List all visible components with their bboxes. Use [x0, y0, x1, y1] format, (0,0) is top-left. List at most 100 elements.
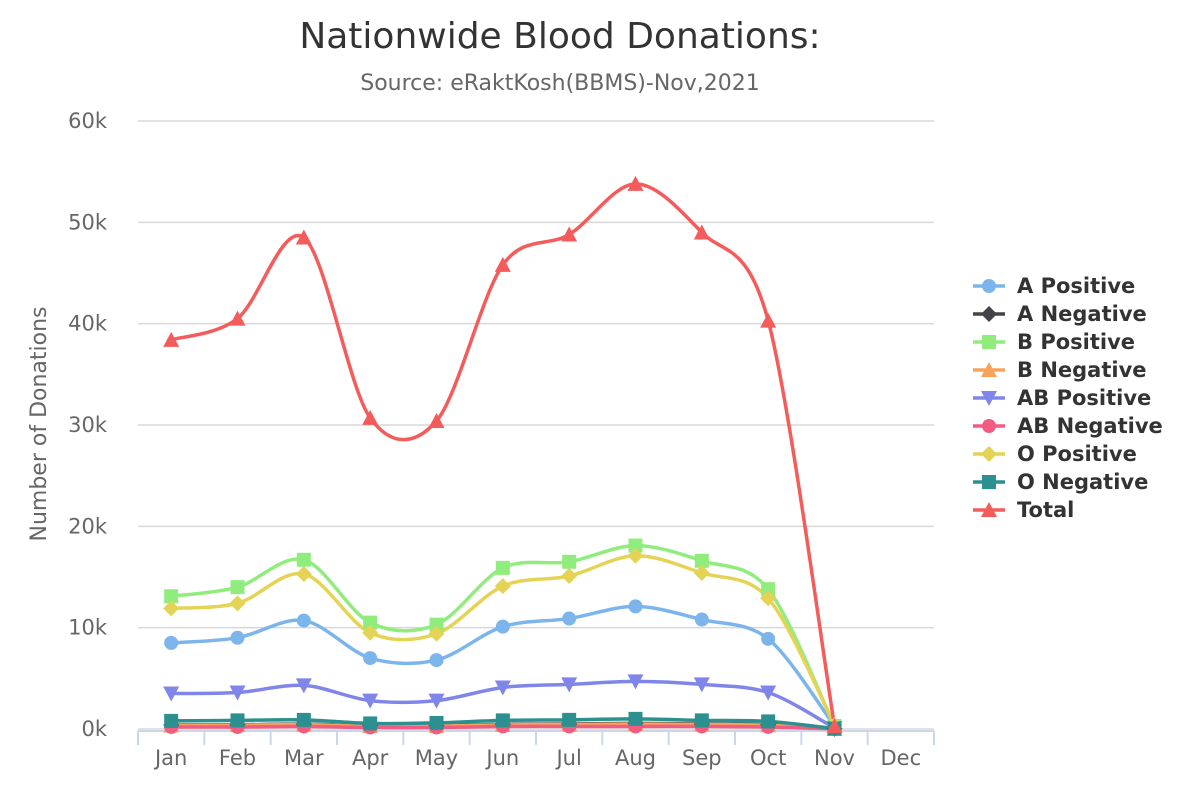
data-point-total	[163, 331, 180, 347]
x-tick-label: Apr	[352, 746, 389, 770]
series-markers-ab-positive	[163, 674, 843, 736]
data-point-o-positive	[760, 590, 777, 607]
series-markers-o-positive	[163, 547, 843, 733]
data-point-a-positive	[495, 619, 510, 634]
data-point-o-negative	[164, 713, 179, 728]
data-point-a-positive	[296, 613, 311, 628]
x-tick-label: May	[415, 746, 458, 770]
x-tick-label: Aug	[615, 746, 656, 770]
data-point-ab-positive	[229, 685, 246, 701]
legend-item-b-negative[interactable]: B Negative	[973, 358, 1147, 382]
data-point-b-positive	[495, 560, 510, 575]
data-point-o-positive	[428, 625, 445, 642]
legend-marker-b-positive	[982, 335, 996, 349]
legend-item-a-negative[interactable]: A Negative	[973, 302, 1147, 326]
data-point-b-positive	[363, 615, 378, 630]
legend-label: AB Negative	[1017, 414, 1163, 438]
series-markers-a-positive	[164, 599, 842, 733]
legend-label: B Positive	[1017, 330, 1135, 354]
legend-item-o-negative[interactable]: O Negative	[973, 470, 1148, 494]
series-markers	[163, 175, 843, 737]
data-point-o-positive	[693, 564, 710, 581]
data-point-ab-positive	[362, 693, 379, 709]
y-tick-label: 10k	[68, 616, 108, 640]
data-point-a-positive	[429, 653, 444, 668]
x-tick-label: Jun	[484, 746, 519, 770]
data-point-o-positive	[362, 624, 379, 641]
y-tick-label: 30k	[68, 413, 108, 437]
data-point-total	[494, 256, 511, 272]
data-point-o-positive	[627, 547, 644, 564]
legend-marker-o-positive	[981, 446, 997, 462]
data-point-a-positive	[363, 651, 378, 666]
legend-label: O Positive	[1017, 442, 1137, 466]
legend-marker-b-negative	[981, 362, 997, 377]
data-point-b-positive	[562, 554, 577, 569]
data-point-b-positive	[628, 538, 643, 553]
data-point-b-positive	[230, 580, 245, 595]
data-point-o-negative	[296, 712, 311, 727]
data-point-o-positive	[295, 565, 312, 582]
y-tick-label: 60k	[68, 109, 108, 133]
x-tick-label: Jan	[153, 746, 187, 770]
data-point-b-positive	[296, 552, 311, 567]
legend-label: Total	[1017, 498, 1074, 522]
x-tick-label: Feb	[219, 746, 256, 770]
data-point-ab-positive	[295, 678, 312, 694]
data-point-total	[295, 229, 312, 245]
data-point-total	[428, 412, 445, 428]
legend-item-b-positive[interactable]: B Positive	[973, 330, 1135, 354]
data-point-total	[693, 224, 710, 240]
y-tick-label: 50k	[68, 210, 108, 234]
data-point-b-positive	[164, 589, 179, 604]
data-point-total	[627, 175, 644, 191]
grid	[138, 120, 934, 730]
x-axis: Jan Feb Mar Apr May Jun Jul Aug Sep Oct Nov Dec	[137, 730, 935, 770]
data-point-o-negative	[694, 713, 709, 728]
legend-label: AB Positive	[1017, 386, 1151, 410]
data-point-o-negative	[429, 715, 444, 730]
chart-title: Nationwide Blood Donations:	[299, 16, 820, 57]
data-point-total	[760, 312, 777, 328]
series-markers-total	[163, 175, 843, 733]
legend-label: A Negative	[1017, 302, 1147, 326]
data-point-o-negative	[761, 714, 776, 729]
data-point-a-positive	[230, 630, 245, 645]
data-point-a-positive	[761, 631, 776, 646]
y-tick-label: 40k	[68, 312, 108, 336]
y-tick-label: 0k	[81, 717, 107, 741]
data-point-b-positive	[429, 617, 444, 632]
data-point-b-positive	[694, 553, 709, 568]
data-point-b-positive	[761, 582, 776, 597]
data-point-ab-positive	[494, 680, 511, 696]
data-point-a-positive	[562, 611, 577, 626]
x-tick-label: Jul	[554, 746, 581, 770]
data-point-ab-positive	[693, 677, 710, 693]
legend-item-total[interactable]: Total	[973, 498, 1074, 522]
data-point-o-negative	[562, 712, 577, 727]
legend-marker-o-negative	[982, 475, 996, 489]
data-point-ab-positive	[561, 677, 578, 693]
y-axis-title: Number of Donations	[27, 307, 52, 542]
legend-marker-ab-positive	[981, 391, 997, 406]
data-point-ab-positive	[627, 674, 644, 690]
data-point-total	[229, 310, 246, 326]
y-axis: 0k 10k 20k 30k 40k 50k 60k	[68, 109, 108, 741]
y-tick-label: 20k	[68, 514, 108, 538]
data-point-a-positive	[694, 612, 709, 627]
x-tick-label: Mar	[284, 746, 324, 770]
legend-item-o-positive[interactable]: O Positive	[973, 442, 1137, 466]
data-point-o-positive	[494, 578, 511, 595]
x-tick-label: Sep	[682, 746, 722, 770]
data-point-total	[826, 717, 843, 733]
legend-marker-a-negative	[981, 306, 997, 322]
x-tick-label: Nov	[814, 746, 855, 770]
legend-item-ab-positive[interactable]: AB Positive	[973, 386, 1151, 410]
legend-item-ab-negative[interactable]: AB Negative	[973, 414, 1163, 438]
data-point-o-negative	[628, 711, 643, 726]
data-point-ab-positive	[163, 686, 180, 702]
legend: A Positive A Negative B Positive B Negative…	[973, 274, 1163, 522]
legend-item-a-positive[interactable]: A Positive	[973, 274, 1135, 298]
chart-subtitle: Source: eRaktKosh(BBMS)-Nov,2021	[360, 71, 760, 96]
data-point-o-positive	[561, 567, 578, 584]
